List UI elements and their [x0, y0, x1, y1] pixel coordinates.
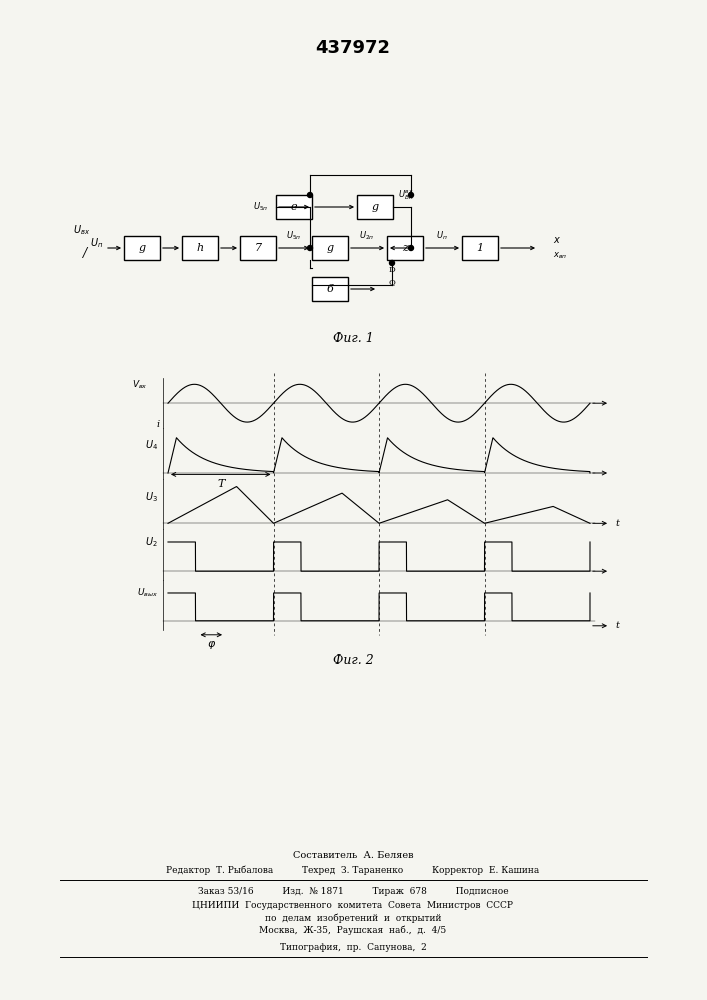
Text: t: t [615, 621, 619, 630]
Text: Фиг. 1: Фиг. 1 [332, 332, 373, 344]
Text: $x$: $x$ [553, 235, 561, 245]
Bar [276, 195, 312, 219]
Circle shape [308, 245, 312, 250]
Text: g: g [327, 243, 334, 253]
Text: /: / [83, 246, 87, 259]
Text: $U_3$: $U_3$ [145, 491, 158, 504]
Text: $U_2$: $U_2$ [146, 535, 158, 549]
Text: Москва,  Ж-35,  Раушская  наб.,  д.  4/5: Москва, Ж-35, Раушская наб., д. 4/5 [259, 925, 447, 935]
Text: $U_{5п}$: $U_{5п}$ [286, 230, 302, 242]
Text: $U_п$: $U_п$ [90, 236, 103, 250]
Text: 437972: 437972 [315, 39, 390, 57]
Text: $\varphi$: $\varphi$ [206, 639, 216, 651]
Text: D: D [389, 266, 395, 274]
Text: Заказ 53/16          Изд.  № 1871          Тираж  678          Подписное: Заказ 53/16 Изд. № 1871 Тираж 678 Подпис… [198, 888, 508, 896]
Text: 6: 6 [327, 284, 334, 294]
Text: z: z [402, 243, 408, 253]
Text: h: h [197, 243, 204, 253]
Text: $U^{вх}_{Вп}$: $U^{вх}_{Вп}$ [398, 188, 414, 202]
Bar [124, 236, 160, 260]
Text: i: i [157, 420, 160, 429]
Text: 1: 1 [477, 243, 484, 253]
Bar [357, 195, 393, 219]
Text: ЦНИИПИ  Государственного  комитета  Совета  Министров  СССР: ЦНИИПИ Государственного комитета Совета … [192, 902, 513, 910]
Text: $U_{2п}$: $U_{2п}$ [359, 230, 375, 242]
Bar [182, 236, 218, 260]
Text: g: g [139, 243, 146, 253]
Text: $U_{вых}$: $U_{вых}$ [137, 587, 158, 599]
Bar [312, 277, 348, 301]
Bar [387, 236, 423, 260]
Circle shape [409, 192, 414, 198]
Text: Типография,  пр.  Сапунова,  2: Типография, пр. Сапунова, 2 [280, 944, 426, 952]
Text: $U_п$: $U_п$ [436, 230, 448, 242]
Text: t: t [615, 519, 619, 528]
Text: $U_{5п}$: $U_{5п}$ [252, 201, 268, 213]
Text: Q: Q [389, 278, 395, 286]
Text: Редактор  Т. Рыбалова          Техред  З. Тараненко          Корректор  Е. Кашин: Редактор Т. Рыбалова Техред З. Тараненко… [166, 865, 539, 875]
Text: g: g [371, 202, 378, 212]
Bar [462, 236, 498, 260]
Text: $U_4$: $U_4$ [145, 438, 158, 452]
Text: $V_{вх}$: $V_{вх}$ [132, 378, 148, 391]
Text: $x_{вп}$: $x_{вп}$ [553, 251, 567, 261]
Circle shape [308, 192, 312, 198]
Circle shape [409, 245, 414, 250]
Bar [312, 236, 348, 260]
Bar [240, 236, 276, 260]
Text: 7: 7 [255, 243, 262, 253]
Text: по  делам  изобретений  и  открытий: по делам изобретений и открытий [264, 913, 441, 923]
Circle shape [390, 260, 395, 265]
Text: T: T [217, 479, 224, 489]
Text: e: e [291, 202, 298, 212]
Text: Фиг. 2: Фиг. 2 [332, 654, 373, 666]
Text: Составитель  А. Беляев: Составитель А. Беляев [293, 850, 414, 859]
Text: $U_{вх}$: $U_{вх}$ [73, 223, 90, 237]
